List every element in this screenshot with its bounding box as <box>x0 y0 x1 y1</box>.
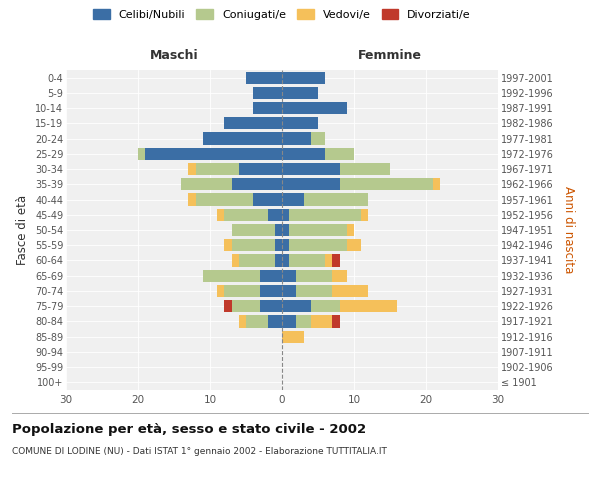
Bar <box>217 208 224 221</box>
Bar <box>304 194 368 205</box>
Bar <box>224 285 260 297</box>
Bar <box>239 254 275 266</box>
Bar <box>332 270 347 282</box>
Bar <box>260 270 282 282</box>
Bar <box>289 239 347 252</box>
Bar <box>232 178 282 190</box>
Bar <box>282 270 296 282</box>
Bar <box>268 316 282 328</box>
Bar <box>239 316 246 328</box>
Bar <box>282 239 289 252</box>
Bar <box>138 148 145 160</box>
Bar <box>433 178 440 190</box>
Bar <box>268 208 282 221</box>
Bar <box>246 72 282 84</box>
Text: COMUNE DI LODINE (NU) - Dati ISTAT 1° gennaio 2002 - Elaborazione TUTTITALIA.IT: COMUNE DI LODINE (NU) - Dati ISTAT 1° ge… <box>12 448 387 456</box>
Y-axis label: Fasce di età: Fasce di età <box>16 195 29 265</box>
Bar <box>347 239 361 252</box>
Bar <box>311 316 332 328</box>
Bar <box>332 316 340 328</box>
Bar <box>296 285 332 297</box>
Bar <box>239 163 282 175</box>
Bar <box>325 254 332 266</box>
Bar <box>282 72 325 84</box>
Bar <box>282 102 347 114</box>
Bar <box>340 163 390 175</box>
Bar <box>253 87 282 99</box>
Legend: Celibi/Nubili, Coniugati/e, Vedovi/e, Divorziati/e: Celibi/Nubili, Coniugati/e, Vedovi/e, Di… <box>89 5 475 24</box>
Bar <box>340 300 397 312</box>
Bar <box>232 254 239 266</box>
Bar <box>296 316 311 328</box>
Bar <box>224 239 232 252</box>
Bar <box>289 254 325 266</box>
Text: Popolazione per età, sesso e stato civile - 2002: Popolazione per età, sesso e stato civil… <box>12 422 366 436</box>
Bar <box>275 254 282 266</box>
Bar <box>282 224 289 236</box>
Bar <box>282 132 311 144</box>
Bar <box>217 285 224 297</box>
Bar <box>311 132 325 144</box>
Bar <box>282 300 311 312</box>
Bar <box>232 300 260 312</box>
Bar <box>332 254 340 266</box>
Bar <box>282 178 340 190</box>
Bar <box>260 300 282 312</box>
Text: Maschi: Maschi <box>149 48 199 62</box>
Bar <box>253 194 282 205</box>
Bar <box>325 148 354 160</box>
Bar <box>282 330 304 343</box>
Bar <box>332 285 368 297</box>
Bar <box>232 239 275 252</box>
Bar <box>181 178 232 190</box>
Bar <box>340 178 433 190</box>
Bar <box>282 254 289 266</box>
Bar <box>232 224 275 236</box>
Bar <box>361 208 368 221</box>
Bar <box>224 117 282 130</box>
Bar <box>282 208 289 221</box>
Bar <box>260 285 282 297</box>
Bar <box>145 148 282 160</box>
Bar <box>282 163 340 175</box>
Bar <box>289 224 347 236</box>
Bar <box>188 163 196 175</box>
Bar <box>282 87 318 99</box>
Y-axis label: Anni di nascita: Anni di nascita <box>562 186 575 274</box>
Bar <box>196 163 239 175</box>
Text: Femmine: Femmine <box>358 48 422 62</box>
Bar <box>275 224 282 236</box>
Bar <box>282 148 325 160</box>
Bar <box>282 316 296 328</box>
Bar <box>296 270 332 282</box>
Bar <box>253 102 282 114</box>
Bar <box>203 132 282 144</box>
Bar <box>347 224 354 236</box>
Bar <box>203 270 260 282</box>
Bar <box>282 194 304 205</box>
Bar <box>188 194 196 205</box>
Bar <box>224 300 232 312</box>
Bar <box>275 239 282 252</box>
Bar <box>246 316 268 328</box>
Bar <box>282 117 318 130</box>
Bar <box>282 285 296 297</box>
Bar <box>224 208 268 221</box>
Bar <box>289 208 361 221</box>
Bar <box>311 300 340 312</box>
Bar <box>196 194 253 205</box>
